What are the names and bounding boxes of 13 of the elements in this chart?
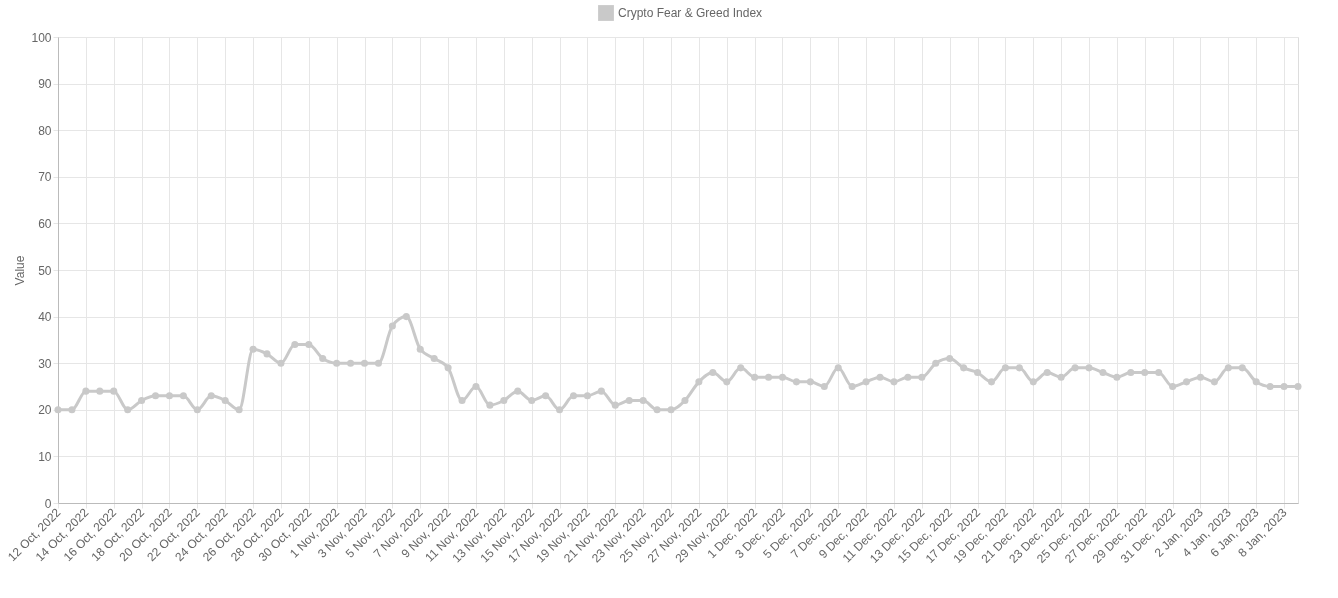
- y-tick-label: 60: [38, 216, 52, 231]
- y-tick-label: 50: [38, 263, 52, 278]
- y-axis-title: Value: [13, 255, 28, 286]
- y-tick-label: 90: [38, 77, 52, 92]
- y-tick-label: 30: [38, 356, 52, 371]
- y-tick-label: 20: [38, 403, 52, 418]
- y-tick-label: 70: [38, 170, 52, 185]
- y-tick-label: 80: [38, 123, 52, 138]
- y-tick-label: 40: [38, 310, 52, 325]
- y-tick-label: 100: [31, 30, 52, 45]
- y-tick-label: 0: [44, 496, 52, 511]
- legend-label: Crypto Fear & Greed Index: [618, 6, 763, 20]
- y-tick-label: 10: [38, 449, 52, 464]
